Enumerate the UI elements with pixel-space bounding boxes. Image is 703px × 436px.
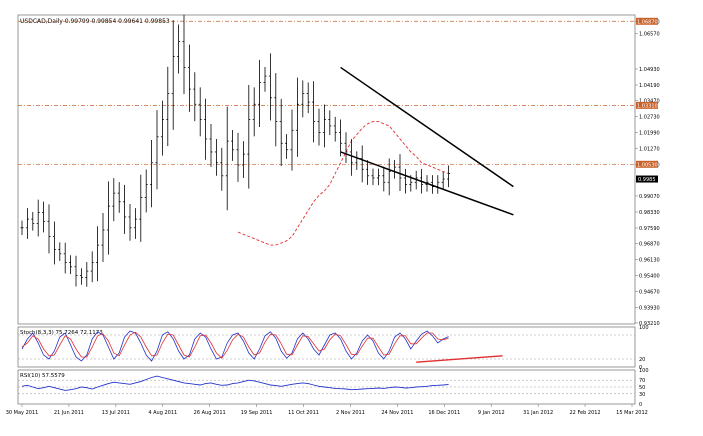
chart-title: USDCAD,Daily 0.99799 0.99854 0.99641 0.9… (20, 18, 170, 25)
price-panel-frame (17, 14, 636, 325)
level-label: 1.03310 (637, 103, 658, 109)
stoch-axis-label: 0 (639, 365, 642, 371)
trendlines (340, 66, 514, 216)
rsi-axis-label: 30 (639, 392, 645, 398)
stoch-main-line (21, 330, 449, 362)
price-axis-label: 1.03470 (639, 99, 660, 105)
price-axis-label: 1.02730 (639, 115, 660, 121)
price-bars (20, 14, 451, 287)
price-axis-label: 1.06570 (639, 31, 660, 37)
price-axis-label: 0.97590 (639, 226, 660, 232)
price-axis-label: 0.95400 (639, 273, 660, 279)
x-axis-label: 21 Jun 2011 (54, 410, 84, 416)
stoch-divergence-line (416, 355, 503, 363)
price-axis-label: 1.01270 (639, 146, 660, 152)
price-axis-label: 1.04930 (639, 67, 660, 73)
x-axis-label: 31 Jan 2012 (523, 410, 553, 416)
rsi-title: RSI(10) 57.5579 (20, 373, 65, 379)
price-axis-label: 0.94670 (639, 289, 660, 295)
current-price-box (636, 175, 658, 183)
moving-average (237, 121, 449, 246)
x-axis-label: 19 Sep 2011 (241, 410, 273, 416)
rsi-axis-label: 70 (639, 378, 645, 384)
x-axis-label: 26 Aug 2011 (194, 410, 226, 416)
x-axis-label: 22 Feb 2012 (570, 410, 601, 416)
price-axis-label: 0.98330 (639, 210, 660, 216)
x-axis-label: 16 Dec 2011 (428, 410, 460, 416)
level-label-box (636, 160, 658, 168)
x-axis-label: 2 Nov 2011 (336, 410, 365, 416)
price-axis-label: 0.93210 (639, 321, 660, 327)
x-axis-label: 24 Nov 2011 (381, 410, 413, 416)
horizontal-levels: 1.06870 1.03310 1.00530 0.9985 (18, 17, 658, 183)
wedge-trendline (340, 151, 514, 216)
stochastic-lines: 100 20 0 (18, 325, 649, 371)
rsi-series-line (21, 375, 449, 391)
ma-line (237, 121, 449, 246)
stoch-title: Stoch(8,3,3) 75.7264 72.1173 (20, 330, 103, 336)
price-axis-label: 0.96130 (639, 258, 660, 264)
x-axis-label: 4 Aug 2011 (148, 410, 177, 416)
x-axis-labels: 30 May 2011 21 Jun 2011 13 Jul 2011 4 Aug 2… (6, 404, 648, 416)
level-label-box (636, 101, 658, 109)
stoch-panel-frame (17, 326, 636, 368)
price-axis-label: 1.04190 (639, 83, 660, 89)
level-label: 1.06870 (637, 19, 658, 25)
stoch-signal-line (21, 331, 449, 359)
price-axis-label: 0.93930 (639, 305, 660, 311)
x-axis-label: 13 Jul 2011 (102, 410, 130, 416)
stoch-axis-label: 20 (639, 357, 645, 363)
stoch-axis-label: 100 (639, 325, 649, 331)
x-axis-label: 30 May 2011 (6, 410, 39, 416)
price-axis-label: 0.99070 (639, 194, 660, 200)
level-label: 1.00530 (637, 162, 658, 168)
rsi-axis-label: 50 (639, 385, 645, 391)
x-axis-label: 9 Jan 2012 (478, 410, 505, 416)
wedge-trendline (340, 66, 514, 188)
rsi-axis-label: 0 (639, 402, 642, 408)
rsi-axis-label: 100 (639, 368, 649, 374)
price-axis-label: 0.96870 (639, 242, 660, 248)
price-axis-label: 1.01990 (639, 131, 660, 137)
x-axis-label: 15 Mar 2012 (616, 410, 648, 416)
level-label-box (636, 17, 658, 25)
x-axis-label: 11 Oct 2011 (288, 410, 319, 416)
current-price-label: 0.9985 (638, 177, 656, 183)
